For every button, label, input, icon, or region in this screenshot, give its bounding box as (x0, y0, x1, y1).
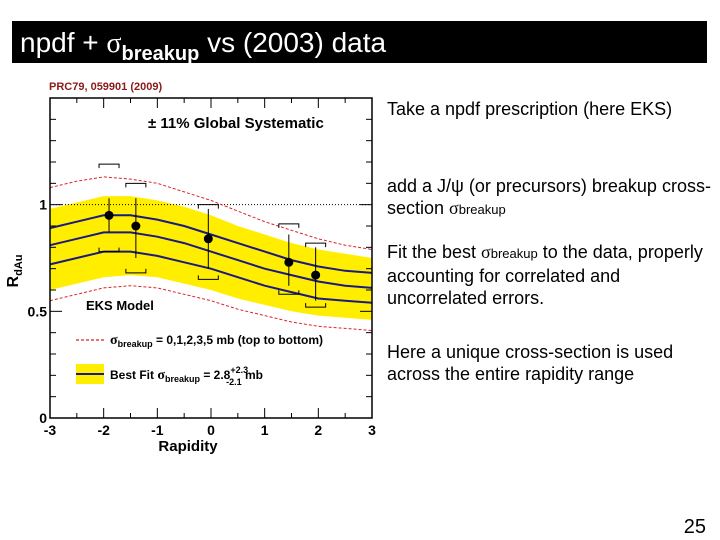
title-bar: npdf + σbreakup vs (2003) data (12, 21, 707, 65)
data-point-2 (203, 234, 213, 244)
data-point-1 (131, 221, 141, 231)
chart-reference: PRC79, 059901 (2009) (49, 81, 162, 93)
point-sys-lower-1 (125, 268, 147, 274)
x-axis-label: Rapidity (158, 438, 218, 455)
y-tick-label-1: 0.5 (28, 303, 48, 319)
rdau-chart: PRC79, 059901 (2009) -3 -2 -1 0 1 2 3 0 0.5 1 ± 1… (5, 81, 376, 455)
bullet-2: add a J/ψ (or precursors) breakup cross-… (387, 176, 711, 218)
point-sys-lower-2 (197, 275, 219, 280)
best-fit-band (50, 196, 372, 320)
model-label: EKS Model (86, 298, 154, 313)
point-sys-upper-4 (305, 242, 327, 248)
data-point-4 (311, 270, 321, 280)
systematic-label: ± 11% Global Systematic (148, 115, 324, 132)
title-sigma: σ (106, 28, 122, 59)
x-tick-label-1: -2 (97, 422, 110, 438)
point-sys-lower-4 (305, 303, 327, 308)
y-tick-label-2: 1 (39, 197, 47, 213)
y-tick-label-0: 0 (39, 410, 47, 426)
x-tick-label-2: -1 (151, 422, 164, 438)
x-tick-label-3: 0 (207, 422, 215, 438)
title-sub: breakup (121, 43, 200, 65)
bullet-1: Take a npdf prescription (here EKS) (387, 99, 673, 119)
title-prefix: npdf + (20, 27, 107, 58)
y-axis-label: RdAu (5, 255, 25, 288)
data-point-3 (284, 257, 294, 267)
bullet-3: Fit the best σbreakup to the data, prope… (387, 242, 703, 308)
point-sys-upper-0 (98, 163, 120, 169)
data-point-0 (104, 210, 114, 220)
solid-curve-1 (49, 231, 373, 289)
point-sys-upper-1 (125, 182, 147, 188)
legend-lines-text: σbreakup = 0,1,2,3,5 mb (top to bottom) (110, 333, 323, 349)
page-number: 25 (683, 516, 706, 538)
bullet-4: Here a unique cross-section is used acro… (387, 342, 674, 384)
title-suffix: vs (2003) data (199, 27, 387, 58)
point-sys-lower-0 (98, 247, 120, 253)
x-tick-label-4: 1 (261, 422, 269, 438)
x-tick-label-6: 3 (368, 422, 376, 438)
point-sys-upper-2 (197, 204, 219, 209)
point-sys-upper-3 (278, 223, 300, 228)
solid-curve-0 (49, 214, 373, 274)
x-tick-label-5: 2 (314, 422, 322, 438)
legend-bestfit-text: Best Fit σbreakup = 2.8+2.3 -2.1 mb (110, 365, 263, 387)
point-sys-lower-3 (278, 290, 300, 295)
slide-title: npdf + σbreakup vs (2003) data (20, 27, 387, 65)
dashed-curve-1 (49, 285, 373, 331)
dashed-curve-0 (49, 176, 373, 250)
x-tick-label-0: -3 (44, 422, 57, 438)
